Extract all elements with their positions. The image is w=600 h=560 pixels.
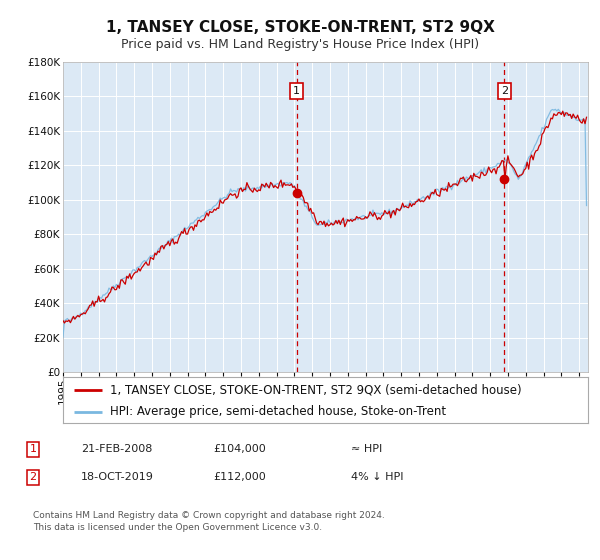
Text: £112,000: £112,000 <box>213 472 266 482</box>
Text: ≈ HPI: ≈ HPI <box>351 444 382 454</box>
Text: 1: 1 <box>293 86 300 96</box>
Text: Contains HM Land Registry data © Crown copyright and database right 2024.
This d: Contains HM Land Registry data © Crown c… <box>33 511 385 532</box>
Text: 1, TANSEY CLOSE, STOKE-ON-TRENT, ST2 9QX (semi-detached house): 1, TANSEY CLOSE, STOKE-ON-TRENT, ST2 9QX… <box>110 383 522 396</box>
Text: 18-OCT-2019: 18-OCT-2019 <box>81 472 154 482</box>
Text: 4% ↓ HPI: 4% ↓ HPI <box>351 472 404 482</box>
Text: 1, TANSEY CLOSE, STOKE-ON-TRENT, ST2 9QX: 1, TANSEY CLOSE, STOKE-ON-TRENT, ST2 9QX <box>106 20 494 35</box>
Text: Price paid vs. HM Land Registry's House Price Index (HPI): Price paid vs. HM Land Registry's House … <box>121 38 479 50</box>
Text: £104,000: £104,000 <box>213 444 266 454</box>
Text: 2: 2 <box>501 86 508 96</box>
Text: 1: 1 <box>29 444 37 454</box>
Text: 21-FEB-2008: 21-FEB-2008 <box>81 444 152 454</box>
Text: 2: 2 <box>29 472 37 482</box>
Text: HPI: Average price, semi-detached house, Stoke-on-Trent: HPI: Average price, semi-detached house,… <box>110 405 446 418</box>
